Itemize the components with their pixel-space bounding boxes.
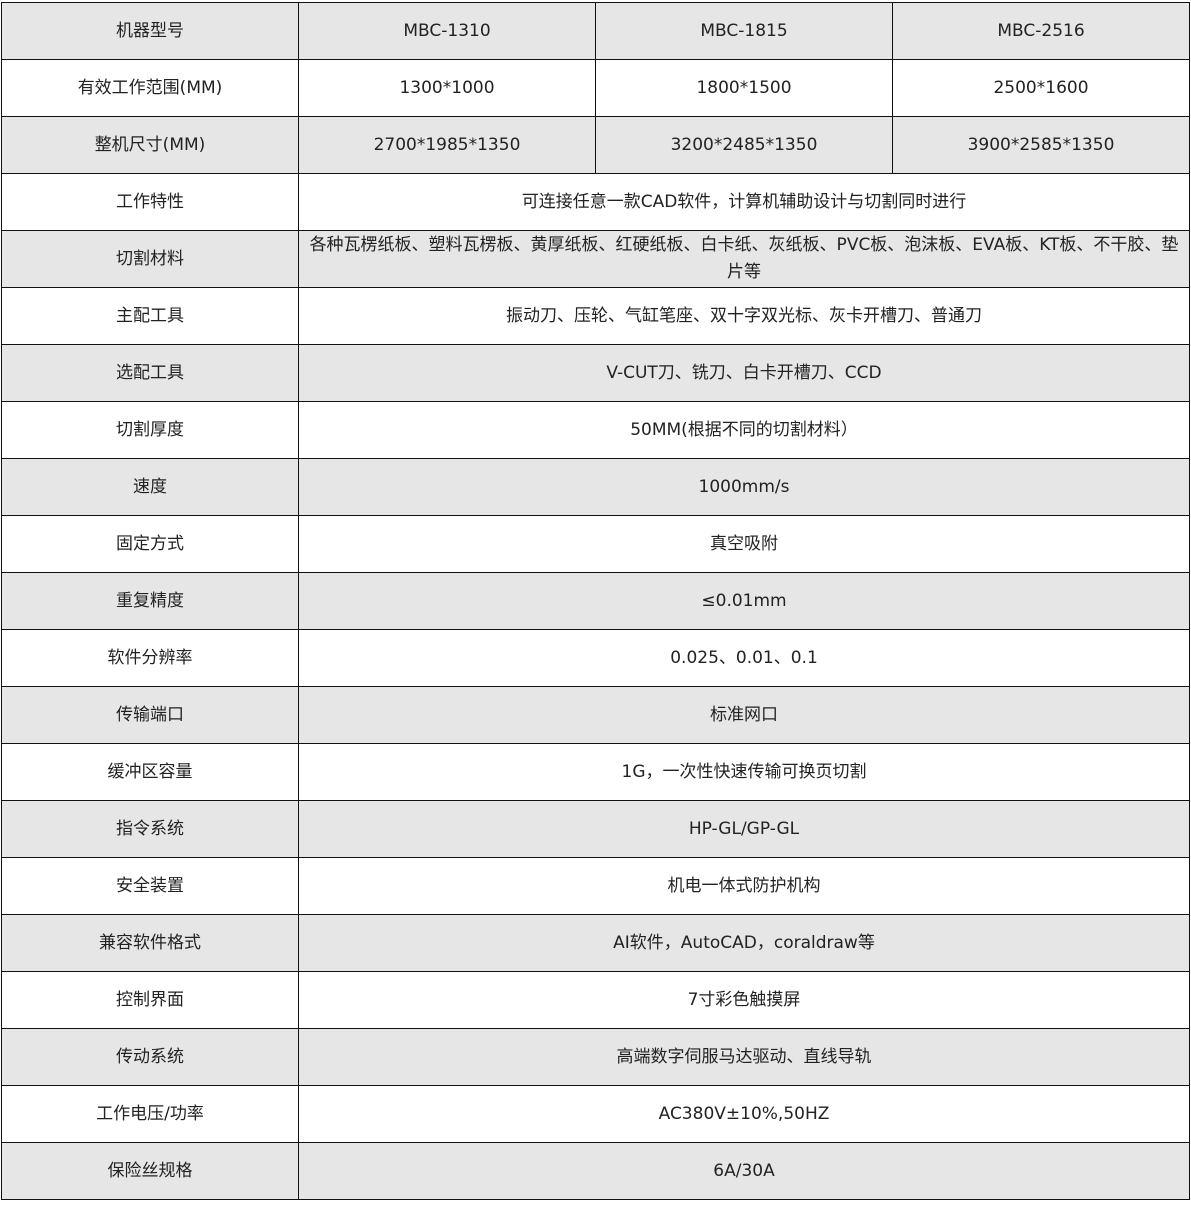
row-label: 安全装置: [1, 857, 299, 915]
table-row: 软件分辨率 0.025、0.01、0.1: [1, 629, 1190, 687]
row-label: 软件分辨率: [1, 629, 299, 687]
model-cell: MBC-1815: [595, 2, 893, 60]
table-row: 重复精度 ≤0.01mm: [1, 572, 1190, 630]
row-label: 整机尺寸(MM): [1, 116, 299, 174]
row-label: 主配工具: [1, 287, 299, 345]
table-row: 传动系统 高端数字伺服马达驱动、直线导轨: [1, 1028, 1190, 1086]
value-cell: AI软件，AutoCAD，coraldraw等: [298, 914, 1190, 972]
value-cell: 振动刀、压轮、气缸笔座、双十字双光标、灰卡开槽刀、普通刀: [298, 287, 1190, 345]
value-cell: 1300*1000: [298, 59, 596, 117]
table-row: 缓冲区容量 1G，一次性快速传输可换页切割: [1, 743, 1190, 801]
row-label: 机器型号: [1, 2, 299, 60]
value-cell: 各种瓦楞纸板、塑料瓦楞板、黄厚纸板、红硬纸板、白卡纸、灰纸板、PVC板、泡沫板、…: [298, 230, 1190, 288]
row-label: 兼容软件格式: [1, 914, 299, 972]
value-cell: 7寸彩色触摸屏: [298, 971, 1190, 1029]
table-row: 固定方式 真空吸附: [1, 515, 1190, 573]
model-cell: MBC-2516: [892, 2, 1190, 60]
row-label: 指令系统: [1, 800, 299, 858]
value-cell: 50MM(根据不同的切割材料）: [298, 401, 1190, 459]
table-row: 切割厚度 50MM(根据不同的切割材料）: [1, 401, 1190, 459]
row-label: 缓冲区容量: [1, 743, 299, 801]
value-cell: 机电一体式防护机构: [298, 857, 1190, 915]
value-cell: 真空吸附: [298, 515, 1190, 573]
table-row: 工作电压/功率 AC380V±10%,50HZ: [1, 1085, 1190, 1143]
table-row: 整机尺寸(MM) 2700*1985*1350 3200*2485*1350 3900…: [1, 116, 1190, 174]
table-row: 速度 1000mm/s: [1, 458, 1190, 516]
value-cell: 6A/30A: [298, 1142, 1190, 1200]
row-label: 重复精度: [1, 572, 299, 630]
row-label: 速度: [1, 458, 299, 516]
row-label: 工作电压/功率: [1, 1085, 299, 1143]
row-label: 控制界面: [1, 971, 299, 1029]
value-cell: 标准网口: [298, 686, 1190, 744]
value-cell: 3200*2485*1350: [595, 116, 893, 174]
value-cell: 3900*2585*1350: [892, 116, 1190, 174]
value-cell: AC380V±10%,50HZ: [298, 1085, 1190, 1143]
value-cell: ≤0.01mm: [298, 572, 1190, 630]
row-label: 传动系统: [1, 1028, 299, 1086]
table-row: 安全装置 机电一体式防护机构: [1, 857, 1190, 915]
table-row: 控制界面 7寸彩色触摸屏: [1, 971, 1190, 1029]
table-row: 工作特性 可连接任意一款CAD软件，计算机辅助设计与切割同时进行: [1, 173, 1190, 231]
value-cell: HP-GL/GP-GL: [298, 800, 1190, 858]
table-row: 选配工具 V-CUT刀、铣刀、白卡开槽刀、CCD: [1, 344, 1190, 402]
table-row: 传输端口 标准网口: [1, 686, 1190, 744]
row-label: 选配工具: [1, 344, 299, 402]
row-label: 固定方式: [1, 515, 299, 573]
row-label: 有效工作范围(MM): [1, 59, 299, 117]
table-row: 兼容软件格式 AI软件，AutoCAD，coraldraw等: [1, 914, 1190, 972]
table-row: 指令系统 HP-GL/GP-GL: [1, 800, 1190, 858]
table-row: 主配工具 振动刀、压轮、气缸笔座、双十字双光标、灰卡开槽刀、普通刀: [1, 287, 1190, 345]
value-cell: 高端数字伺服马达驱动、直线导轨: [298, 1028, 1190, 1086]
value-cell: 1800*1500: [595, 59, 893, 117]
value-cell: 1G，一次性快速传输可换页切割: [298, 743, 1190, 801]
spec-table: 机器型号 MBC-1310 MBC-1815 MBC-2516 有效工作范围(M…: [1, 2, 1190, 1200]
value-cell: 1000mm/s: [298, 458, 1190, 516]
value-cell: V-CUT刀、铣刀、白卡开槽刀、CCD: [298, 344, 1190, 402]
value-cell: 可连接任意一款CAD软件，计算机辅助设计与切割同时进行: [298, 173, 1190, 231]
table-row: 切割材料 各种瓦楞纸板、塑料瓦楞板、黄厚纸板、红硬纸板、白卡纸、灰纸板、PVC板、…: [1, 230, 1190, 288]
value-cell: 0.025、0.01、0.1: [298, 629, 1190, 687]
table-row-header: 机器型号 MBC-1310 MBC-1815 MBC-2516: [1, 2, 1190, 60]
model-cell: MBC-1310: [298, 2, 596, 60]
value-cell: 2500*1600: [892, 59, 1190, 117]
value-cell: 2700*1985*1350: [298, 116, 596, 174]
table-row: 有效工作范围(MM) 1300*1000 1800*1500 2500*1600: [1, 59, 1190, 117]
table-row: 保险丝规格 6A/30A: [1, 1142, 1190, 1200]
row-label: 切割厚度: [1, 401, 299, 459]
row-label: 传输端口: [1, 686, 299, 744]
row-label: 保险丝规格: [1, 1142, 299, 1200]
row-label: 切割材料: [1, 230, 299, 288]
row-label: 工作特性: [1, 173, 299, 231]
